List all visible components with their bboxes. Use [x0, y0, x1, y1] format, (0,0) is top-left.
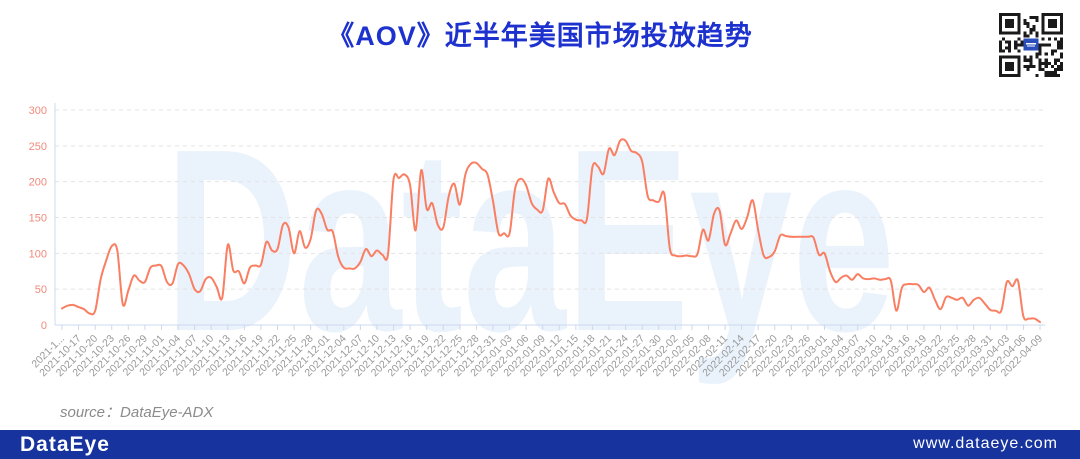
qr-center-logo	[1023, 38, 1039, 51]
trend-chart: DataEye0501001502002503002021-1...2021-1…	[29, 96, 1046, 387]
qr-code	[999, 13, 1063, 77]
y-tick-label: 100	[29, 248, 47, 260]
footer-bar: DataEye www.dataeye.com	[0, 430, 1080, 459]
page-title: 《AOV》近半年美国市场投放趋势	[327, 21, 753, 51]
y-tick-label: 200	[29, 177, 47, 189]
y-tick-label: 300	[29, 105, 47, 117]
y-tick-label: 0	[41, 320, 47, 332]
footer-url: www.dataeye.com	[913, 435, 1058, 452]
watermark-text: DataEye	[165, 96, 895, 387]
trend-line	[61, 138, 1041, 324]
dataeye-logo: DataEye	[20, 433, 110, 456]
source-caption: source：DataEye-ADX	[60, 404, 214, 421]
y-tick-label: 150	[29, 213, 47, 225]
y-tick-label: 50	[35, 284, 47, 296]
y-tick-label: 250	[29, 141, 47, 153]
